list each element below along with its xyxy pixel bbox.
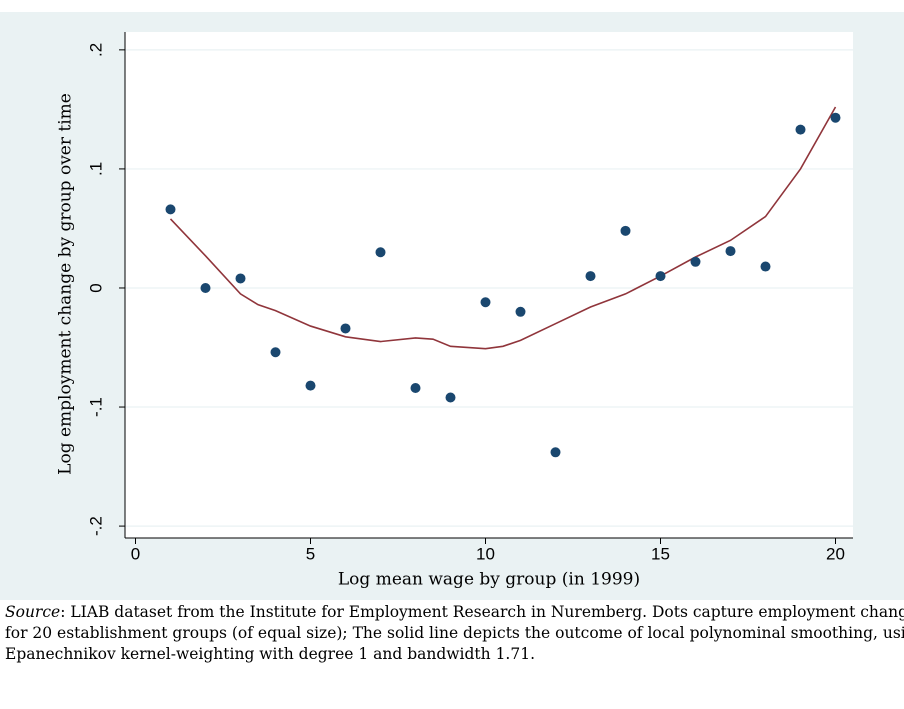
data-point xyxy=(305,380,316,391)
data-point xyxy=(165,204,176,215)
data-point xyxy=(655,271,666,282)
data-point xyxy=(445,392,456,403)
y-tick-label: -.1 xyxy=(86,397,105,417)
data-point xyxy=(830,112,841,123)
data-point xyxy=(550,447,561,458)
chart: Log mean wage by group (in 1999) Log emp… xyxy=(0,12,904,600)
data-point xyxy=(235,273,246,284)
data-point xyxy=(725,246,736,257)
y-tick-label: -.2 xyxy=(86,516,105,536)
x-tick-label: 15 xyxy=(651,544,670,563)
x-tick-label: 5 xyxy=(306,544,315,563)
y-axis-label: Log employment change by group over time xyxy=(56,93,76,475)
x-axis-label: Log mean wage by group (in 1999) xyxy=(338,570,640,590)
x-tick-label: 0 xyxy=(131,544,140,563)
plot-area xyxy=(125,32,853,538)
data-point xyxy=(690,256,701,267)
data-point xyxy=(200,282,211,293)
data-point xyxy=(270,347,281,358)
note-label: Source xyxy=(5,603,61,621)
data-point xyxy=(410,382,421,393)
x-tick-label: 10 xyxy=(476,544,495,563)
data-point xyxy=(480,297,491,308)
y-tick-label: .2 xyxy=(86,43,105,57)
data-point xyxy=(340,323,351,334)
y-tick-label: 0 xyxy=(86,283,105,292)
data-point xyxy=(620,225,631,236)
note-text: : LIAB dataset from the Institute for Em… xyxy=(5,603,904,663)
data-point xyxy=(585,271,596,282)
smooth-line xyxy=(169,106,837,350)
data-point xyxy=(515,306,526,317)
source-note: Source: LIAB dataset from the Institute … xyxy=(5,602,904,665)
data-point xyxy=(795,124,806,135)
x-tick-label: 20 xyxy=(826,544,845,563)
y-tick-label: .1 xyxy=(86,162,105,176)
data-point xyxy=(375,247,386,258)
data-point xyxy=(760,261,771,272)
